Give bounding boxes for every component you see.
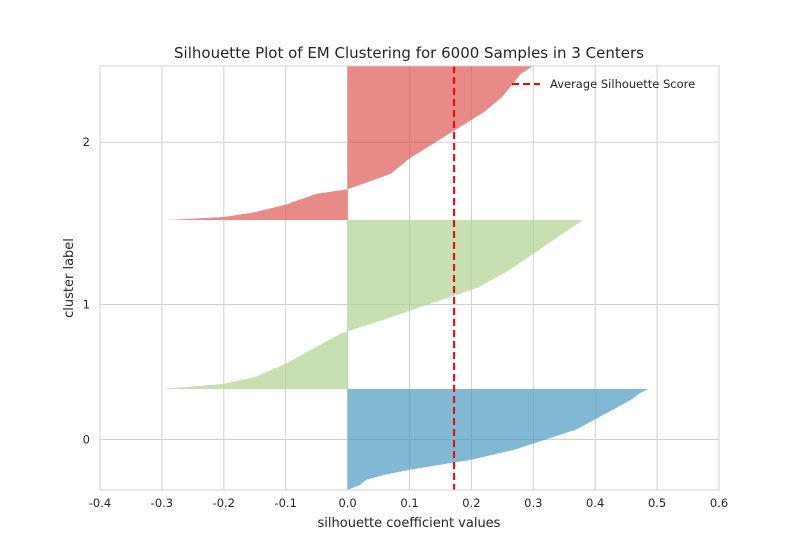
x-tick-label: 0.3 (524, 496, 542, 510)
x-axis-ticks: -0.4 -0.3 -0.2 -0.1 0.0 0.1 0.2 0.3 0.4 0.5 0.6 (89, 496, 728, 510)
cluster-0-silhouette (347, 388, 648, 490)
y-axis-ticks: 0 1 2 (83, 135, 90, 446)
y-axis-label: cluster label (62, 238, 77, 318)
x-tick-label: -0.2 (213, 496, 235, 510)
x-tick-label: -0.1 (274, 496, 296, 510)
y-tick-label-0: 0 (83, 432, 90, 446)
x-tick-label: 0.1 (400, 496, 418, 510)
chart-title: Silhouette Plot of EM Clustering for 600… (174, 44, 644, 62)
x-tick-label: 0.6 (710, 496, 728, 510)
y-tick-label-1: 1 (83, 298, 90, 312)
x-tick-label: 0.4 (586, 496, 604, 510)
x-tick-label: -0.4 (89, 496, 111, 510)
cluster-1-silhouette (161, 220, 583, 389)
legend: Average Silhouette Score (512, 77, 695, 91)
legend-label: Average Silhouette Score (550, 77, 695, 91)
x-tick-label: 0.0 (338, 496, 356, 510)
plot-frame (99, 65, 720, 491)
x-axis-label: silhouette coefficient values (318, 516, 501, 531)
x-tick-label: -0.3 (151, 496, 173, 510)
y-tick-label-2: 2 (83, 135, 90, 149)
x-tick-label: 0.5 (648, 496, 666, 510)
cluster-2-silhouette (168, 66, 534, 221)
x-tick-label: 0.2 (462, 496, 480, 510)
cluster-silhouettes (161, 66, 648, 490)
